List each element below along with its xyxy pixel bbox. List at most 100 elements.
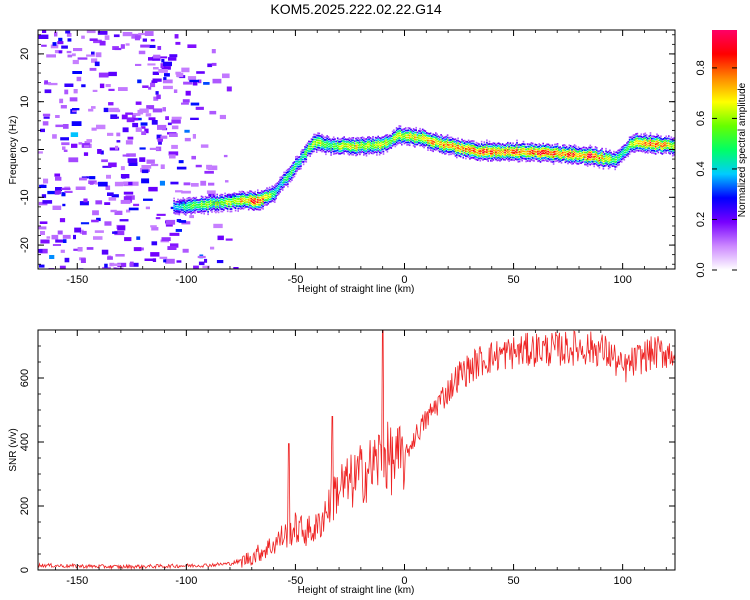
heatmap-cell	[486, 151, 488, 154]
heatmap-cell	[436, 140, 438, 143]
heatmap-cell	[568, 151, 571, 154]
heatmap-cell	[91, 106, 96, 109]
heatmap-cell	[454, 140, 457, 143]
heatmap-cell	[418, 141, 420, 144]
heatmap-cell	[530, 142, 533, 144]
heatmap-cell	[610, 151, 612, 154]
heatmap-cell	[40, 128, 45, 133]
heatmap-cell	[588, 163, 590, 166]
heatmap-cell	[254, 190, 256, 193]
heatmap-cell	[598, 152, 601, 155]
heatmap-cell	[279, 186, 281, 188]
heatmap-cell	[640, 142, 643, 145]
x-tick-label: -150	[66, 575, 88, 587]
heatmap-cell	[437, 147, 440, 150]
heatmap-cell	[503, 149, 505, 151]
heatmap-cell	[123, 196, 132, 202]
heatmap-cell	[563, 156, 565, 158]
heatmap-cell	[511, 149, 513, 151]
heatmap-cell	[159, 180, 165, 186]
heatmap-cell	[325, 139, 327, 141]
heatmap-cell	[457, 139, 459, 142]
heatmap-cell	[191, 211, 194, 214]
heatmap-cell	[492, 144, 495, 147]
heatmap-cell	[99, 83, 105, 89]
heatmap-cell	[463, 149, 466, 152]
heatmap-cell	[200, 205, 203, 207]
heatmap-cell	[556, 145, 559, 148]
heatmap-cell	[378, 151, 381, 154]
heatmap-cell	[369, 151, 372, 154]
heatmap-cell	[563, 153, 565, 156]
heatmap-cell	[207, 201, 209, 204]
heatmap-cell	[173, 89, 178, 93]
heatmap-cell	[534, 155, 537, 158]
heatmap-cell	[490, 150, 492, 153]
heatmap-cell	[326, 142, 328, 144]
heatmap-cell	[270, 191, 272, 193]
heatmap-cell	[216, 208, 218, 210]
heatmap-cell	[530, 146, 533, 149]
heatmap-cell	[641, 148, 644, 151]
heatmap-cell	[456, 139, 458, 142]
heatmap-cell	[568, 161, 571, 163]
heatmap-cell	[543, 152, 546, 155]
heatmap-cell	[295, 170, 297, 173]
heatmap-cell	[203, 205, 205, 208]
heatmap-cell	[118, 87, 128, 91]
heatmap-cell	[351, 151, 353, 154]
heatmap-cell	[466, 150, 468, 153]
heatmap-cell	[343, 145, 345, 148]
heatmap-cell	[323, 148, 326, 151]
heatmap-cell	[127, 158, 138, 163]
heatmap-cell	[533, 152, 535, 155]
heatmap-cell	[623, 156, 626, 159]
heatmap-cell	[594, 146, 597, 148]
heatmap-cell	[285, 169, 288, 172]
heatmap-cell	[394, 136, 397, 138]
heatmap-cell	[467, 141, 470, 144]
heatmap-cell	[664, 146, 666, 149]
heatmap-cell	[219, 114, 226, 120]
heatmap-cell	[351, 144, 353, 146]
heatmap-cell	[421, 133, 424, 136]
heatmap-cell	[343, 138, 345, 141]
heatmap-cell	[217, 211, 220, 214]
heatmap-cell	[586, 158, 589, 160]
heatmap-cell	[338, 143, 340, 146]
heatmap-cell	[547, 146, 550, 148]
heatmap-cell	[271, 185, 273, 188]
heatmap-cell	[207, 198, 209, 201]
heatmap-cell	[83, 152, 89, 156]
heatmap-cell	[579, 159, 581, 162]
heatmap-cell	[516, 151, 518, 154]
heatmap-cell	[291, 169, 293, 172]
heatmap-cell	[579, 157, 581, 160]
heatmap-cell	[140, 122, 148, 126]
heatmap-cell	[245, 203, 247, 206]
heatmap-cell	[407, 134, 410, 136]
heatmap-cell	[463, 144, 466, 147]
heatmap-cell	[386, 136, 389, 139]
heatmap-cell	[656, 133, 658, 136]
heatmap-cell	[658, 141, 661, 144]
heatmap-cell	[297, 165, 300, 168]
heatmap-cell	[342, 147, 344, 149]
heatmap-cell	[58, 37, 63, 42]
heatmap-cell	[454, 143, 457, 145]
heatmap-cell	[152, 258, 157, 262]
heatmap-cell	[146, 159, 155, 164]
heatmap-cell	[592, 156, 594, 158]
heatmap-cell	[433, 143, 436, 146]
heatmap-cell	[232, 203, 234, 205]
heatmap-cell	[511, 154, 513, 156]
heatmap-cell	[567, 150, 569, 153]
heatmap-cell	[665, 135, 667, 138]
colorbar: 0.00.20.40.60.8 Normalized spectral ampl…	[695, 30, 748, 278]
heatmap-cell	[306, 149, 309, 152]
heatmap-cell	[155, 91, 159, 95]
heatmap-cell	[597, 164, 599, 167]
heatmap-cell	[108, 71, 117, 77]
heatmap-cell	[249, 192, 251, 195]
heatmap-cell	[309, 148, 311, 150]
